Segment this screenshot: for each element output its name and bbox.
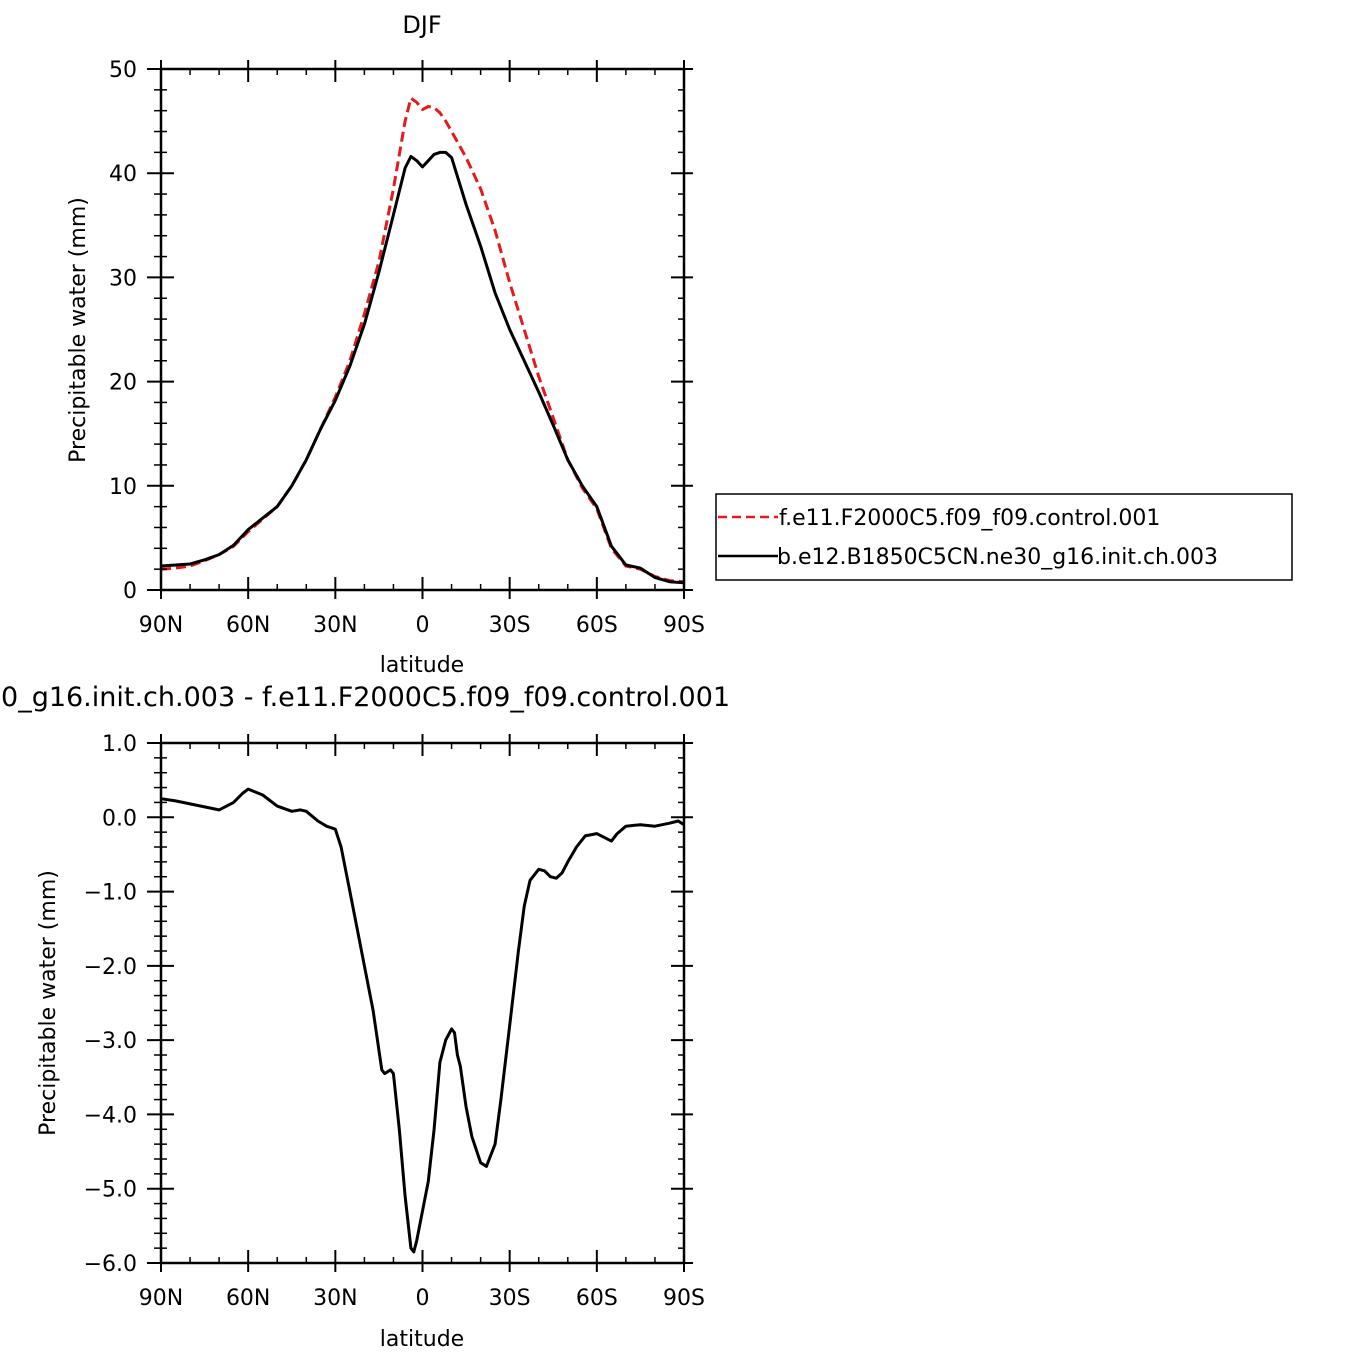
bottom-x-axis-label: latitude [380,1327,464,1352]
bottom-y-tick-label: −5.0 [84,1178,137,1203]
top-series-line-1 [160,150,685,585]
legend-label-control: f.e11.F2000C5.f09_f09.control.001 [779,506,1160,531]
top-y-tick-label: 10 [109,475,137,500]
bottom-y-tick-label: −6.0 [84,1252,137,1277]
bottom-plot-frame [159,741,686,1265]
top-x-tick-label: 90S [663,613,705,638]
bottom-y-tick-label: −3.0 [84,1029,137,1054]
top-panel: DJF 90N 60N 30N 0 30S 60S 90S 0 10 20 30 40 50 Preci… [66,11,705,678]
top-y-tick-label: 0 [123,579,137,604]
top-y-axis-label: Precipitable water (mm) [66,197,91,463]
top-y-tick-label: 30 [109,266,137,291]
top-x-tick-label: 0 [416,613,430,638]
top-axis-ticks: 90N 60N 30N 0 30S 60S 90S 0 10 20 30 40 50 [109,58,705,638]
bottom-y-tick-label: −1.0 [84,881,137,906]
top-x-tick-label: 90N [139,613,183,638]
bottom-y-axis-label: Precipitable water (mm) [36,870,61,1136]
bottom-y-tick-label: 1.0 [102,732,137,757]
top-y-tick-label: 40 [109,162,137,187]
bottom-y-tick-label: 0.0 [102,806,137,831]
top-x-tick-label: 60S [576,613,618,638]
bottom-y-tick-label: −2.0 [84,955,137,980]
top-x-axis-label: latitude [380,653,464,678]
top-x-tick-label: 30S [489,613,531,638]
bottom-x-tick-label: 0 [416,1286,430,1311]
legend-box [715,493,1293,581]
top-y-tick-label: 50 [109,58,137,83]
bottom-y-tick-label: −4.0 [84,1103,137,1128]
bottom-x-tick-label: 30S [489,1286,531,1311]
bottom-panel: b.e12.B1850C5CN.ne30_g16.init.ch.003 - f… [0,682,730,1352]
top-chart-title: DJF [402,11,441,39]
bottom-x-tick-label: 90S [663,1286,705,1311]
bottom-x-tick-label: 30N [313,1286,357,1311]
bottom-x-tick-label: 60S [576,1286,618,1311]
top-x-tick-label: 30N [313,613,357,638]
top-x-tick-label: 60N [226,613,270,638]
bottom-axis-ticks: 90N 60N 30N 0 30S 60S 90S −6.0 −5.0 −4.0 −3.0 −2.0 −… [84,732,705,1311]
legend: f.e11.F2000C5.f09_f09.control.001 b.e12.… [715,493,1293,581]
top-y-tick-label: 20 [109,371,137,396]
bottom-series-line-0 [160,787,685,1254]
top-plot-frame [159,67,686,592]
top-series-group [160,96,685,585]
bottom-series-group [160,787,685,1254]
bottom-chart-title: b.e12.B1850C5CN.ne30_g16.init.ch.003 - f… [0,682,730,713]
bottom-x-tick-label: 60N [226,1286,270,1311]
legend-label-coupled: b.e12.B1850C5CN.ne30_g16.init.ch.003 [777,545,1218,570]
top-series-line-0 [160,96,685,584]
bottom-x-tick-label: 90N [139,1286,183,1311]
